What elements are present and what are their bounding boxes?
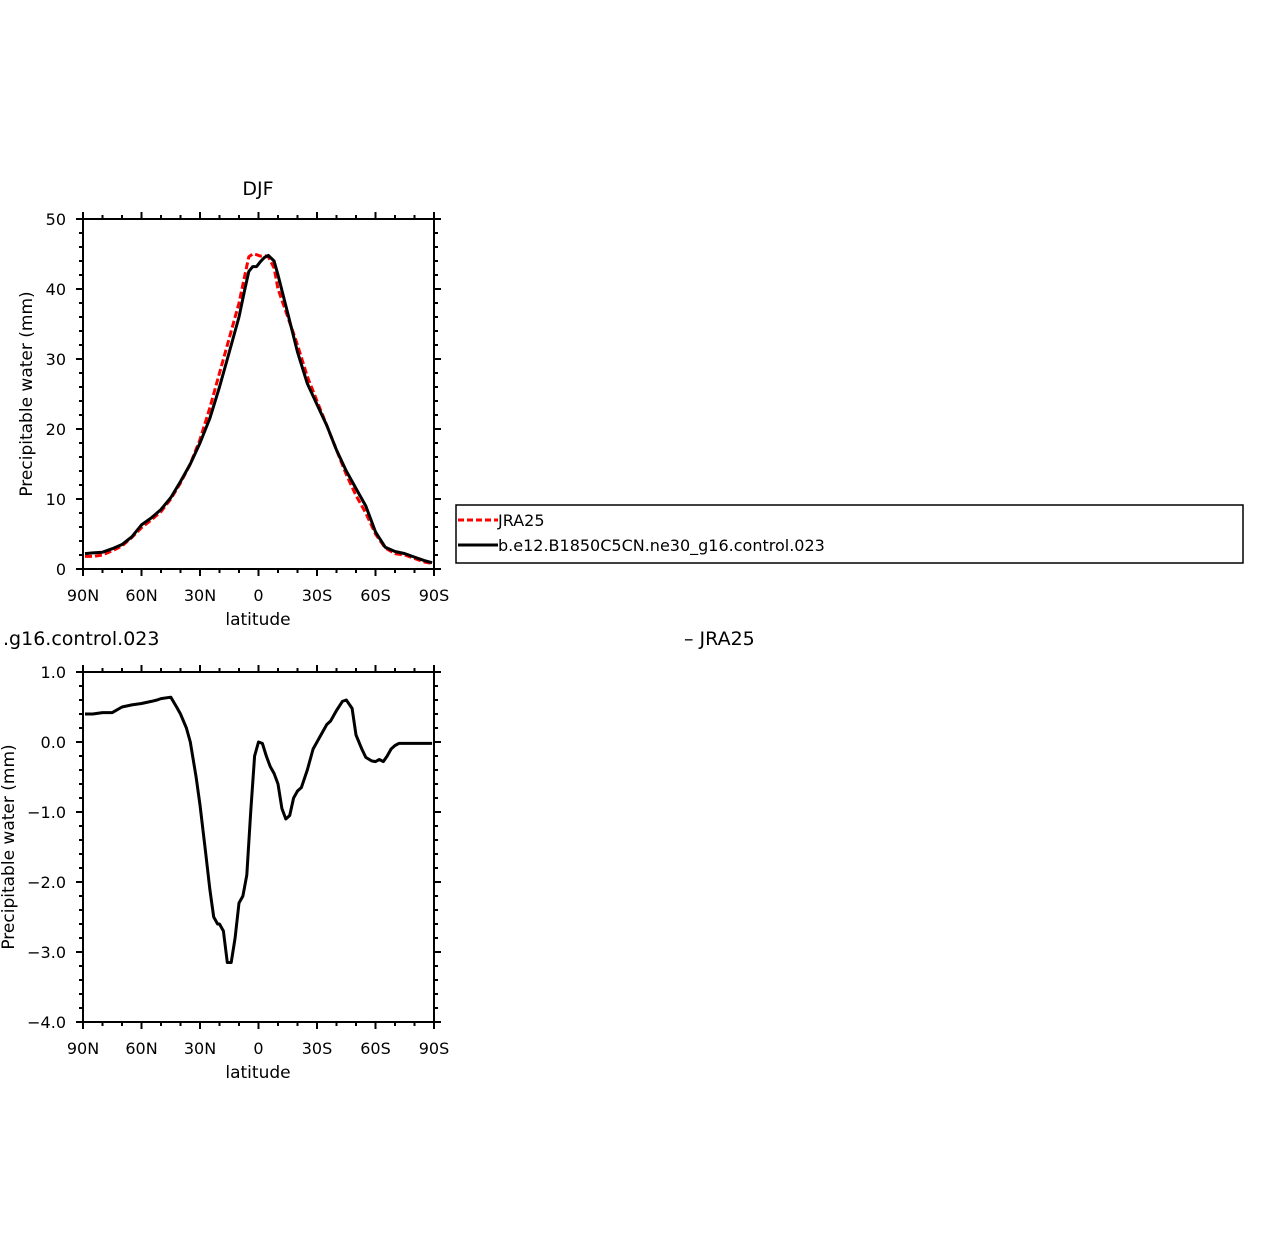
- x-tick-label: 30N: [184, 1039, 216, 1058]
- y-tick-label: −3.0: [27, 943, 66, 962]
- y-tick-label: 20: [46, 420, 66, 439]
- x-tick-label: 60S: [360, 1039, 391, 1058]
- chart-title: DJF: [242, 178, 273, 200]
- x-tick-label: 0: [253, 1039, 263, 1058]
- x-tick-label: 90N: [67, 1039, 99, 1058]
- legend: JRA25 b.e12.B1850C5CN.ne30_g16.control.0…: [455, 504, 1244, 564]
- y-tick-label: −1.0: [27, 803, 66, 822]
- chart-title-right: – JRA25: [684, 628, 755, 650]
- x-tick-label: 30S: [302, 1039, 333, 1058]
- y-axis-label: Precipitable water (mm): [17, 291, 37, 496]
- y-label-mask: [0, 660, 30, 745]
- y-tick-label: −4.0: [27, 1013, 66, 1032]
- legend-label-model: b.e12.B1850C5CN.ne30_g16.control.023: [498, 536, 825, 556]
- chart-djf-panel: DJF latitude Precipitable water (mm) 90N…: [17, 178, 449, 630]
- plot-frame: [82, 671, 435, 1023]
- x-tick-label: 60N: [125, 586, 157, 605]
- y-label-mask: [0, 950, 30, 1040]
- y-axis-label: Precipitable water (mm): [0, 744, 19, 949]
- legend-box: [455, 504, 1244, 564]
- series-line-1: [84, 253, 433, 565]
- x-axis-label: latitude: [225, 1063, 290, 1083]
- plot-frame: [82, 218, 435, 570]
- x-tick-label: 60N: [125, 1039, 157, 1058]
- x-tick-label: 90S: [419, 1039, 450, 1058]
- chart-title-left: .g16.control.023: [3, 628, 159, 650]
- tick-layer: 90N 60N 30N 0 30S 60S 90S 0 10 20 30 40 50: [46, 210, 450, 605]
- series-line-0: [85, 252, 433, 565]
- x-tick-label: 90S: [419, 586, 450, 605]
- y-tick-label: 10: [46, 490, 66, 509]
- y-tick-label: 0.0: [41, 733, 66, 752]
- y-tick-label: 1.0: [41, 663, 66, 682]
- x-tick-label: 90N: [67, 586, 99, 605]
- y-tick-label: −2.0: [27, 873, 66, 892]
- chart-difference-panel: .g16.control.023 – JRA25 latitude Precip…: [0, 628, 755, 1083]
- x-tick-label: 60S: [360, 586, 391, 605]
- legend-label-jra25: JRA25: [497, 511, 545, 530]
- y-tick-label: 0: [56, 560, 66, 579]
- y-tick-label: 30: [46, 350, 66, 369]
- series-layer: [85, 695, 433, 964]
- series-layer: [84, 252, 433, 565]
- tick-layer: 90N 60N 30N 0 30S 60S 90S −4.0 −3.0 −2.0 −1.0 0.0 1.…: [27, 663, 449, 1058]
- x-tick-label: 30N: [184, 586, 216, 605]
- y-tick-label: 40: [46, 280, 66, 299]
- x-axis-label: latitude: [225, 610, 290, 630]
- x-tick-label: 0: [253, 586, 263, 605]
- x-tick-label: 30S: [302, 586, 333, 605]
- y-tick-label: 50: [46, 210, 66, 229]
- series-line-0: [85, 695, 433, 964]
